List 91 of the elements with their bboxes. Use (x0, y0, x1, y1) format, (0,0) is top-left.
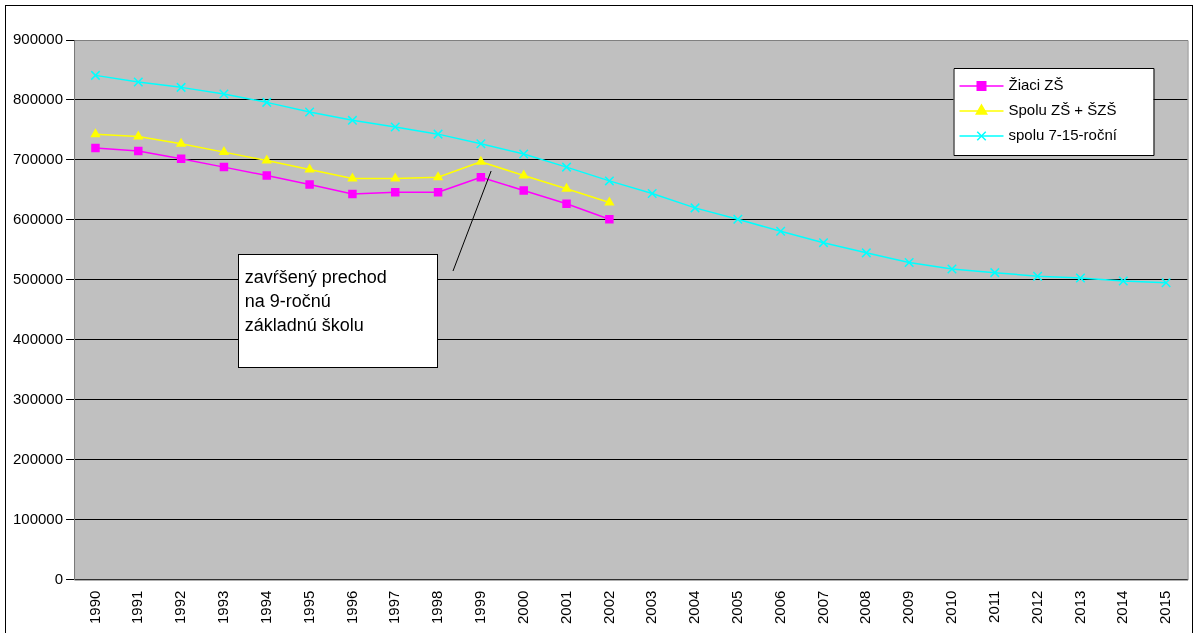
x-tick-label: 1993 (214, 590, 232, 625)
point (861, 247, 872, 258)
x-tick-label: 1995 (299, 590, 317, 625)
point (347, 115, 358, 126)
x-tick-label: 2007 (813, 590, 831, 625)
point (305, 180, 314, 189)
point (133, 76, 144, 87)
x-tick-label: 1998 (428, 590, 446, 625)
point (304, 106, 315, 117)
point (690, 202, 701, 213)
x-tick-label: 2014 (1113, 590, 1131, 625)
point (390, 172, 401, 182)
y-tick-label: 200000 (12, 449, 64, 467)
point (562, 199, 571, 208)
point (433, 188, 443, 197)
x-tick-label: 2013 (1070, 590, 1088, 625)
point (261, 154, 272, 164)
point (476, 173, 486, 182)
point (348, 189, 357, 199)
point (433, 129, 444, 140)
point (518, 148, 529, 159)
x-tick-label: 2005 (727, 590, 745, 625)
point (261, 97, 272, 108)
legend-label: spolu 7-15-roční (1008, 126, 1118, 144)
point (605, 215, 614, 224)
legend-label: Žiaci ZŠ (1008, 76, 1064, 94)
point (134, 146, 143, 156)
x-tick-label: 2011 (984, 590, 1002, 623)
point (1032, 271, 1043, 282)
point (818, 237, 829, 248)
point (1075, 273, 1086, 284)
point (518, 169, 529, 179)
point (561, 182, 572, 192)
x-tick-label: 1996 (342, 590, 360, 625)
x-tick-label: 2003 (642, 590, 660, 625)
y-tick-label: 900000 (12, 30, 64, 48)
point (519, 186, 528, 195)
y-tick-label: 800000 (12, 90, 64, 108)
x-tick-label: 2015 (1156, 590, 1174, 625)
x-tick-label: 1999 (471, 590, 489, 625)
point (133, 130, 144, 140)
point (989, 267, 1000, 278)
y-tick-label: 0 (54, 569, 64, 587)
x-tick-label: 2006 (770, 590, 788, 625)
point (176, 154, 186, 163)
y-tick-label: 600000 (12, 210, 64, 228)
y-tick-label: 500000 (12, 269, 64, 287)
legend-label: Spolu ZŠ + ŠZŠ (1008, 101, 1117, 119)
point (432, 171, 444, 181)
point (90, 128, 101, 138)
x-tick-label: 1997 (385, 590, 403, 625)
y-tick-label: 100000 (12, 509, 64, 527)
point (475, 138, 486, 149)
point (647, 188, 658, 199)
point (218, 88, 229, 99)
x-tick-label: 2012 (1027, 590, 1045, 625)
point (732, 214, 743, 225)
y-tick-label: 400000 (12, 329, 64, 347)
point (904, 257, 915, 268)
x-tick-label: 2004 (685, 590, 703, 625)
x-tick-label: 2008 (856, 590, 874, 625)
point (91, 143, 100, 153)
point (775, 226, 786, 237)
point (304, 163, 315, 173)
point (218, 146, 230, 156)
point (1118, 276, 1129, 287)
point (391, 188, 400, 197)
point (475, 155, 487, 165)
annotation: zavŕšený prechod na 9-ročnú základnú školu (244, 266, 387, 335)
point (390, 121, 401, 132)
x-tick-label: 1990 (85, 590, 103, 625)
point (175, 137, 187, 147)
x-tick-label: 1994 (256, 590, 274, 625)
x-tick-label: 2009 (899, 590, 917, 625)
y-tick-label: 700000 (12, 150, 64, 168)
x-tick-label: 1992 (171, 590, 189, 625)
point (90, 70, 101, 81)
x-tick-label: 1991 (128, 590, 146, 625)
point (1161, 277, 1172, 288)
y-tick-label: 300000 (12, 389, 64, 407)
point (347, 172, 358, 182)
x-tick-label: 2001 (556, 590, 574, 625)
x-tick-label: 2002 (599, 590, 617, 625)
point (561, 162, 572, 173)
point (176, 82, 187, 93)
point (604, 175, 615, 186)
x-tick-label: 2010 (942, 590, 960, 625)
point (946, 264, 957, 275)
x-tick-label: 2000 (513, 590, 531, 625)
callout-box: zavŕšený prechod na 9-ročnú základnú školu (237, 253, 438, 368)
point (262, 171, 272, 180)
